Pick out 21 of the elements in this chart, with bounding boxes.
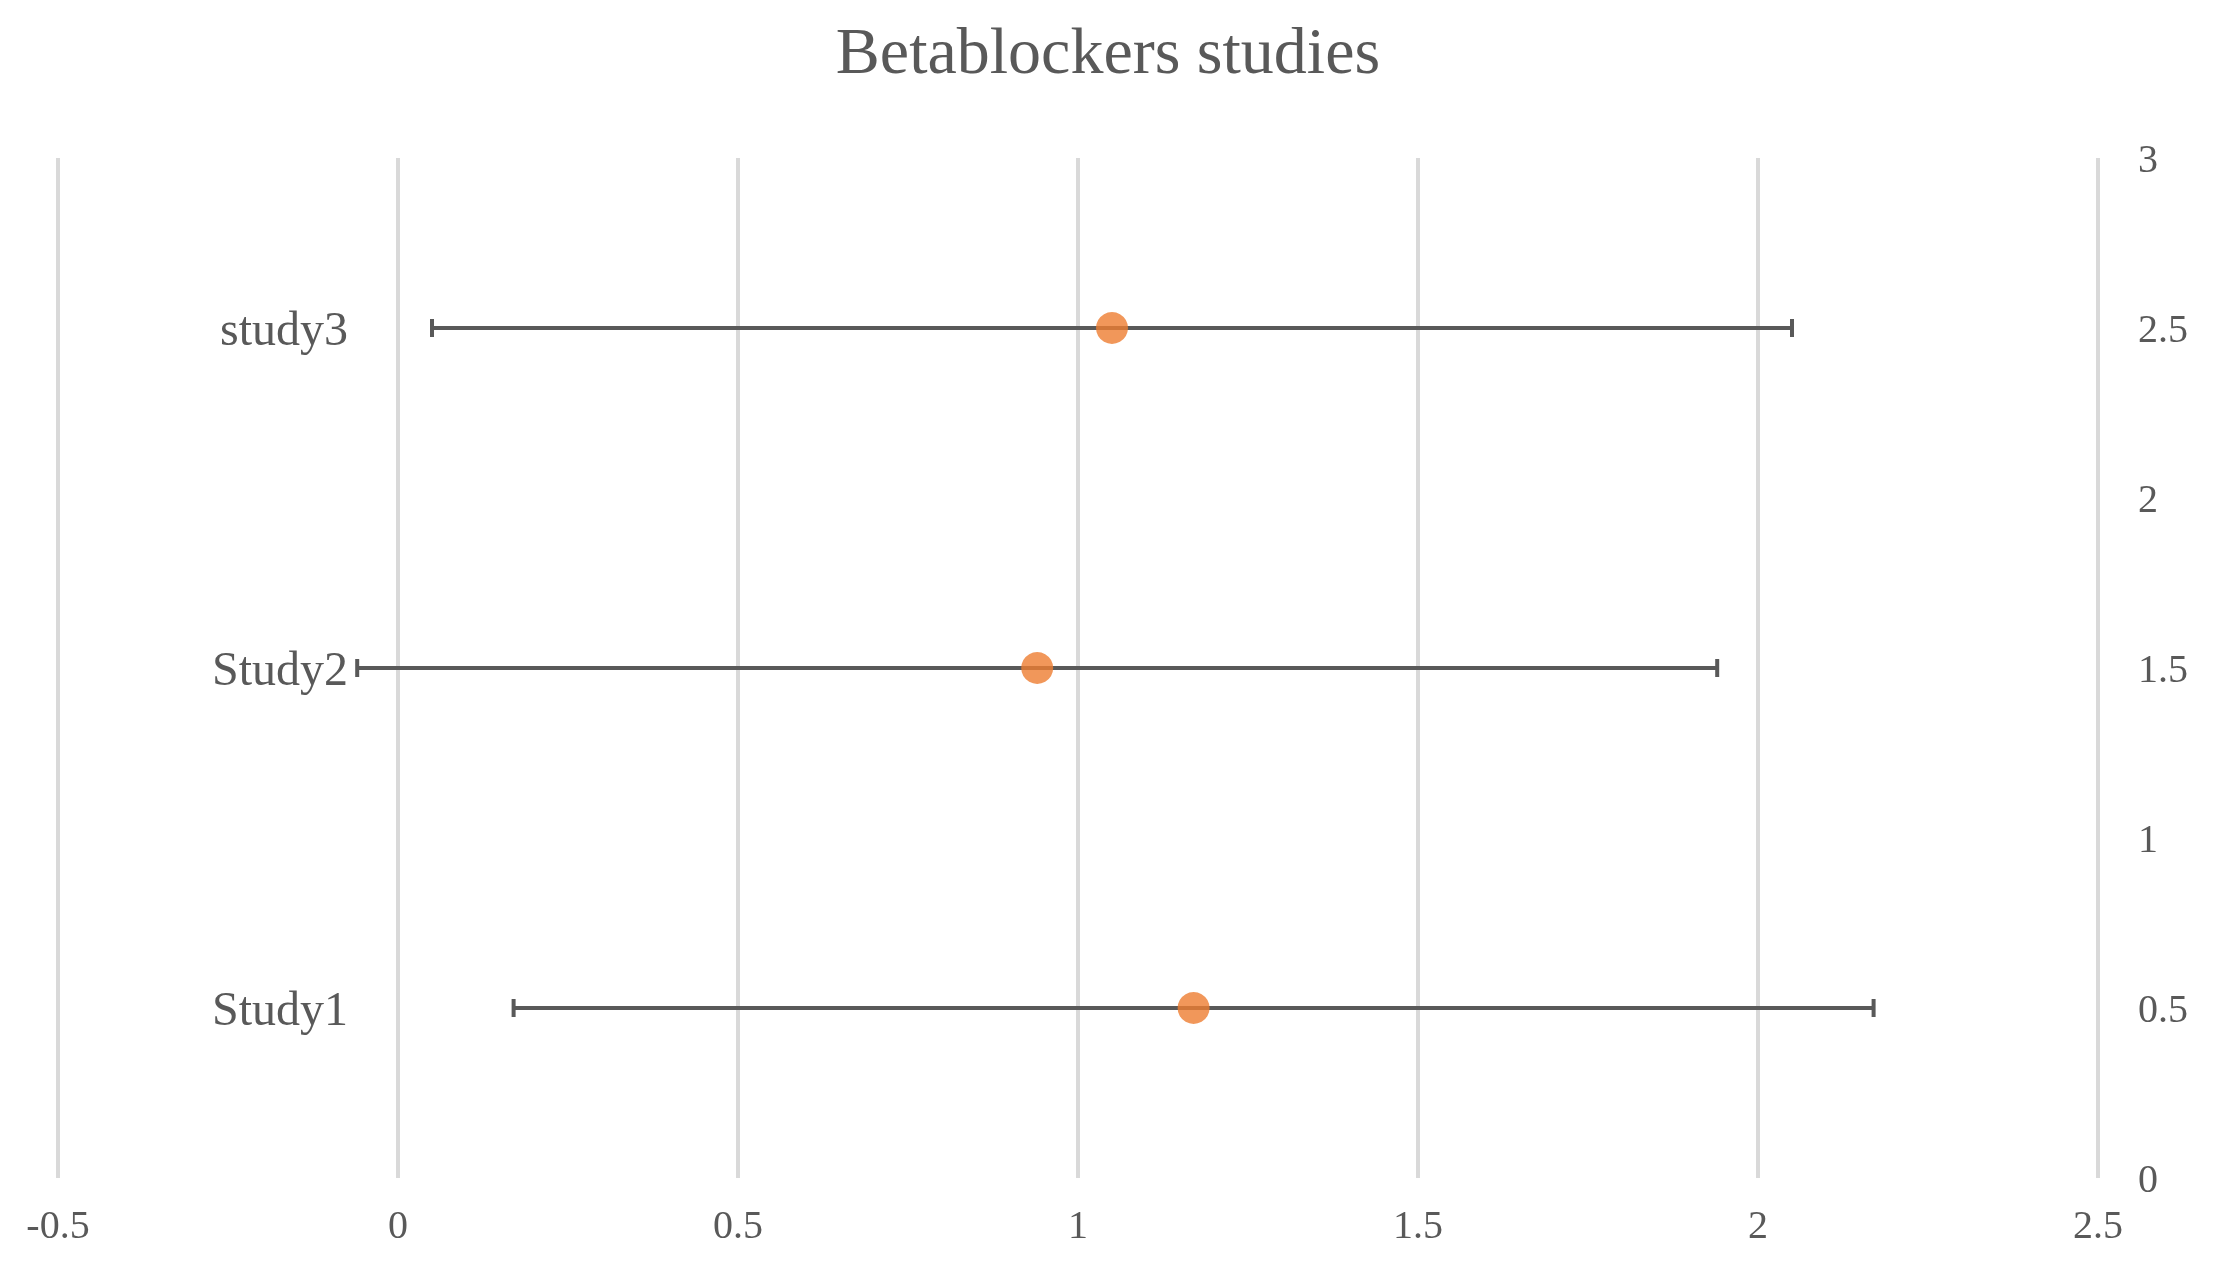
annotation: study3 — [219, 301, 348, 355]
annotation: Study2 — [211, 641, 348, 695]
x-tick-label: 2.5 — [2073, 1201, 2123, 1247]
y-tick-label: 1.5 — [2138, 645, 2188, 691]
y-tick-label: 2 — [2138, 475, 2158, 521]
y-tick-label: 3 — [2138, 135, 2158, 181]
x-tick-label: 1.5 — [1393, 1201, 1443, 1247]
chart-title: Betablockers studies — [835, 13, 1381, 87]
x-tick-label: 2 — [1748, 1201, 1768, 1247]
point — [1177, 992, 1210, 1024]
x-tick-label: -0.5 — [26, 1201, 90, 1247]
y-tick-label: 2.5 — [2138, 305, 2188, 351]
annotation: Study1 — [211, 981, 348, 1035]
x-tick-label: 0 — [388, 1201, 408, 1247]
point — [1021, 652, 1054, 684]
y-tick-label: 1 — [2138, 815, 2158, 861]
x-tick-label: 1 — [1068, 1201, 1088, 1247]
point — [1096, 312, 1128, 344]
y-tick-label: 0.5 — [2138, 985, 2188, 1031]
x-tick-label: 0.5 — [713, 1201, 763, 1247]
y-tick-label: 0 — [2138, 1155, 2158, 1201]
